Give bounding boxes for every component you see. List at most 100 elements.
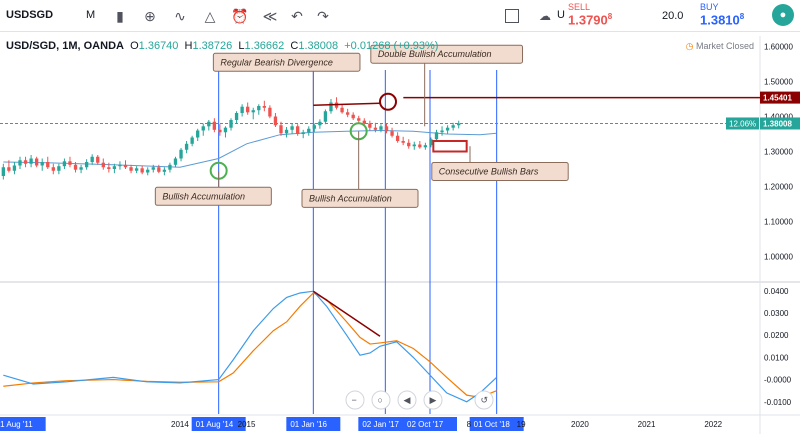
annotation-label: Bullish Accumulation xyxy=(162,191,245,201)
candle-body xyxy=(445,127,450,131)
chart-nav-button xyxy=(345,390,365,410)
annotation-label: Bullish Accumulation xyxy=(309,193,392,203)
candle-body xyxy=(196,130,200,138)
time-tick-label: 2021 xyxy=(638,420,656,429)
osc-tick-label: 0.0400 xyxy=(764,287,789,296)
add-indicator-icon[interactable]: ⊕ xyxy=(144,8,156,24)
chart-nav-icon: ▶ xyxy=(430,395,437,405)
candle-body xyxy=(84,162,89,168)
annotation-box xyxy=(212,52,361,72)
time-marker-tag xyxy=(403,417,457,431)
candle-body xyxy=(290,126,294,130)
annotation-box xyxy=(370,44,524,64)
candle-body xyxy=(418,144,422,148)
candle-body xyxy=(357,118,361,121)
time-marker-label: 01 Aug '11 xyxy=(0,420,33,429)
sell-button[interactable]: SELL 1.37908 xyxy=(568,2,612,30)
cloud-icon[interactable]: ☁ xyxy=(539,9,551,23)
price-tick-label: 1.20000 xyxy=(764,183,793,192)
price-tick-label: 1.10000 xyxy=(764,218,793,227)
level-price-label: 1.45401 xyxy=(763,94,792,103)
legend-high: 1.38726 xyxy=(192,40,233,52)
candle-body xyxy=(1,167,5,176)
osc-tick-label: 0.0100 xyxy=(764,353,789,362)
osc-tick-label: 0.0300 xyxy=(764,309,789,318)
candle-body xyxy=(373,127,378,130)
candle-body xyxy=(351,114,355,119)
layout-icon[interactable] xyxy=(505,9,519,23)
price-tick-label: 1.30000 xyxy=(764,148,793,157)
undo-icon[interactable]: ↶ xyxy=(291,8,303,24)
interval-button[interactable]: M xyxy=(86,9,96,21)
time-marker-tag xyxy=(0,417,46,431)
account-avatar-icon[interactable]: ● xyxy=(772,4,794,26)
highlight-rect xyxy=(432,140,468,153)
candle-body xyxy=(368,123,372,128)
candle-body xyxy=(312,125,316,129)
time-marker-tag xyxy=(191,417,246,431)
annotation-label: Double Bullish Accumulation xyxy=(378,49,492,59)
level-pct-tag xyxy=(726,117,759,130)
candle-body xyxy=(434,132,439,140)
time-marker-tag xyxy=(286,417,341,431)
candle-body xyxy=(101,162,105,168)
legend-title: USD/SGD, 1M, OANDA xyxy=(6,40,124,52)
alert-icon[interactable]: ⏰ xyxy=(231,8,249,24)
price-tick-label: 1.60000 xyxy=(764,43,793,52)
candle-body xyxy=(412,144,416,147)
candle-body xyxy=(240,106,244,113)
candle-body xyxy=(112,166,117,169)
annotation-box xyxy=(154,186,272,206)
candle-body xyxy=(46,162,50,168)
time-tick-label: 2020 xyxy=(571,420,589,429)
candle-body xyxy=(173,158,178,165)
candle-body xyxy=(362,120,366,124)
annotation-box xyxy=(301,188,419,208)
candle-body xyxy=(12,165,17,171)
candle-body xyxy=(123,164,128,168)
candle-body xyxy=(429,139,433,146)
candle-body xyxy=(401,141,405,143)
legend-low: 1.36662 xyxy=(244,40,285,52)
annotation-label: Consecutive Bullish Bars xyxy=(439,166,539,176)
osc-tick-label: -0.0100 xyxy=(764,398,792,407)
candle-body xyxy=(40,162,44,166)
candle-body xyxy=(57,166,61,171)
candle-body xyxy=(51,167,55,171)
candle-body xyxy=(395,135,400,141)
templates-icon[interactable]: △ xyxy=(204,8,216,24)
redo-icon[interactable]: ↷ xyxy=(317,8,329,24)
candle-body xyxy=(79,167,83,170)
candle-body xyxy=(268,107,272,117)
symbol-search[interactable]: USDSGD xyxy=(6,9,54,21)
legend-open: 1.36740 xyxy=(138,40,179,52)
chart-canvas[interactable]: 1.60000 1.50000 1.40000 1.30000 1.20000 1.100… xyxy=(0,32,800,434)
candle-style-icon[interactable]: ▮ xyxy=(116,8,124,24)
sell-price: 1.37908 xyxy=(568,12,613,28)
highlight-circle xyxy=(379,92,397,111)
candle-body xyxy=(390,131,394,136)
chart-nav-icon: ◀ xyxy=(404,395,411,405)
candle-body xyxy=(29,158,33,164)
time-tick-label: 19 xyxy=(517,420,526,429)
level-price-label: 1.38008 xyxy=(763,119,792,128)
candle-body xyxy=(96,156,100,163)
toolbar-partial-label: U xyxy=(557,9,565,21)
candle-body xyxy=(451,125,455,128)
chart-nav-icon: − xyxy=(352,395,357,405)
candle-body xyxy=(218,129,222,133)
candle-body xyxy=(201,126,205,131)
candle-body xyxy=(457,123,461,126)
clock-icon: ◷ xyxy=(685,41,694,51)
replay-icon[interactable]: ≪ xyxy=(262,8,278,24)
candle-body xyxy=(62,161,67,167)
indicators-icon[interactable]: ∿ xyxy=(174,8,186,24)
buy-button[interactable]: BUY 1.38108 xyxy=(700,2,744,30)
sell-label: SELL xyxy=(568,2,591,12)
macd-line xyxy=(3,290,498,403)
top-toolbar: USDSGD M ▮ ⊕ ∿ △ ⏰ ≪ ↶ ↷ ☁ U SELL 1.3790… xyxy=(0,0,800,32)
candle-body xyxy=(207,121,211,127)
time-marker-label: 01 Oct '18 xyxy=(474,420,511,429)
time-tick-label: 2014 xyxy=(171,420,189,429)
signal-line xyxy=(3,292,497,398)
